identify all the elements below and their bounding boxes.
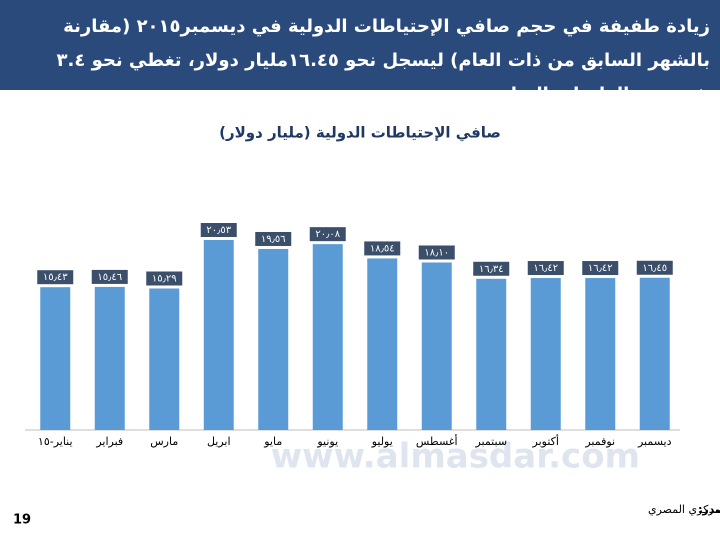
value-label-box [527,261,564,276]
x-tick-label: يناير-١٥ [38,435,73,448]
value-label: ١٨٫١٠ [424,247,449,258]
value-label: ١٥٫٢٩ [152,273,177,284]
bar [367,258,398,430]
x-tick-label: أكتوبر [532,434,559,448]
value-label: ١٦٫٤٥ [642,263,667,274]
value-label-box [418,245,455,260]
source-label: المصدر: [698,503,720,516]
value-label-box [200,223,237,237]
bar [40,287,71,430]
value-label-box [364,241,401,256]
value-label: ١٦٫٤٢ [533,263,558,274]
value-label: ١٩٫٥٦ [261,234,286,245]
bar [94,286,125,430]
value-label-box [636,260,673,275]
value-label-box [91,269,128,284]
bar [203,240,234,430]
x-tick-label: يوليو [371,435,393,448]
x-tick-label: نوفمبر [584,435,615,448]
x-tick-label: مايو [263,435,282,448]
bar [530,278,561,430]
value-label-box [146,271,183,286]
bar [639,277,670,430]
x-tick-label: سبتمبر [474,435,507,448]
value-label-box [473,261,510,276]
bar [258,248,289,430]
x-tick-label: فبراير [95,435,123,448]
x-tick-label: ديسمبر [637,435,672,448]
header-title: زيادة طفيفة في حجم صافي الإحتياطات الدول… [56,16,710,105]
x-tick-label: أغسطس [416,434,458,448]
value-label-box [37,270,74,285]
x-tick-label: مارس [150,435,178,448]
source-text: البنك المركزي المصري [648,503,720,516]
x-tick-label: ابريل [207,435,231,448]
value-label-box [255,231,292,246]
value-label: ١٦٫٤٢ [588,263,613,274]
bar [149,288,180,430]
bar [476,278,507,430]
value-label: ٢٠٫٥٣ [206,225,231,236]
value-label-box [582,261,619,276]
chart-title: صافي الإحتياطات الدولية (مليار دولار) [219,124,501,142]
bar [585,278,616,430]
watermark: www.almasdar.com [271,437,640,477]
value-label: ١٥٫٤٣ [43,272,68,283]
header: زيادة طفيفة في حجم صافي الإحتياطات الدول… [0,0,720,105]
value-label-box [309,227,346,242]
bar [421,262,452,430]
page-number: 19 [13,513,31,528]
value-label: ١٥٫٤٦ [97,272,122,283]
value-label: ٢٠٫٠٨ [315,229,340,240]
x-tick-label: يونيو [316,435,338,448]
value-label: ١٨٫٥٤ [370,243,395,254]
value-label: ١٦٫٣٤ [479,264,504,275]
bar [312,244,343,430]
